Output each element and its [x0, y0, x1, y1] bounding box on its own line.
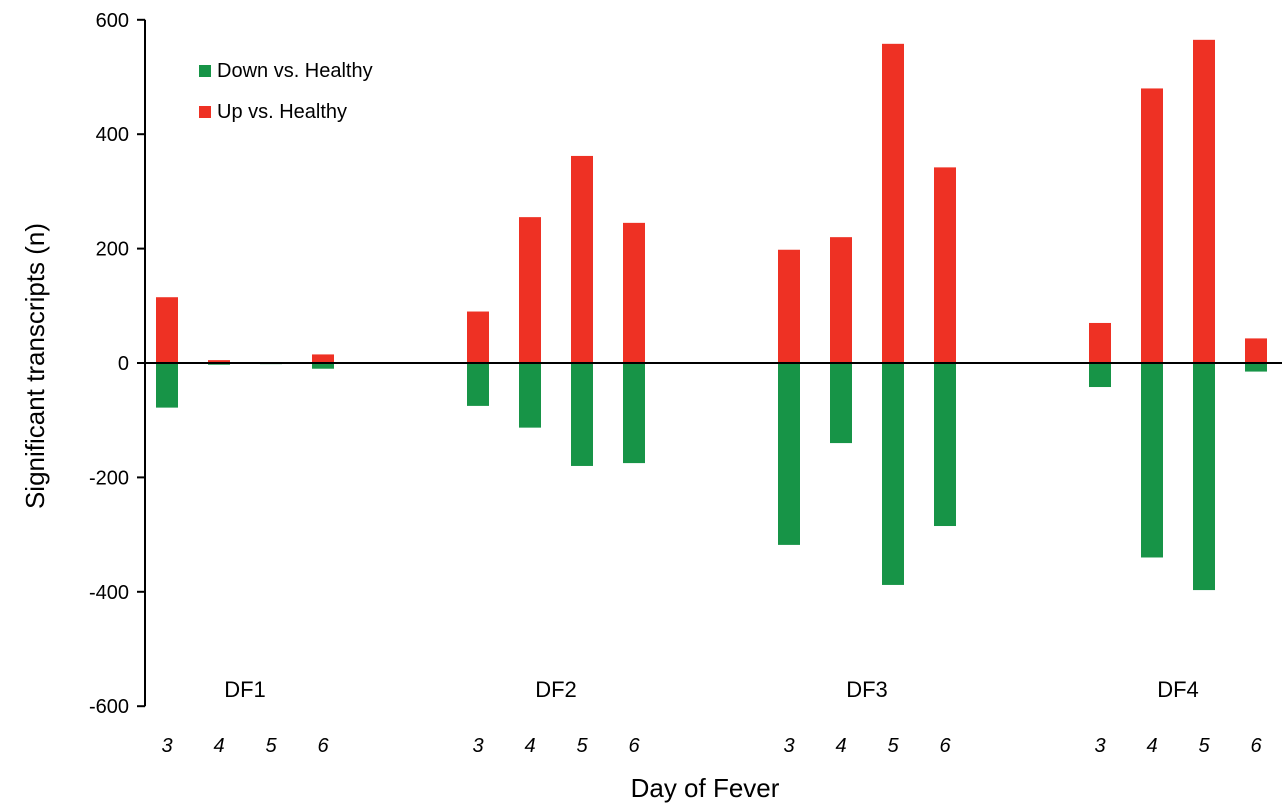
- bar-up-DF2-5: [571, 155, 593, 363]
- bar-up-DF4-4: [1141, 88, 1163, 363]
- bar-down-DF3-3: [778, 363, 800, 545]
- group-label: DF2: [535, 677, 577, 702]
- bar-up-DF2-3: [467, 311, 489, 363]
- legend-swatch: [199, 65, 211, 77]
- y-tick-label: 200: [96, 239, 129, 261]
- y-tick-label: -200: [89, 467, 129, 489]
- x-tick-label: 5: [887, 735, 899, 757]
- y-tick-label: 600: [96, 10, 129, 32]
- bar-up-DF3-3: [778, 249, 800, 363]
- x-tick-label: 4: [213, 735, 224, 757]
- bar-down-DF2-5: [571, 363, 593, 466]
- bar-up-DF1-6: [312, 354, 334, 363]
- bar-up-DF3-5: [882, 43, 904, 363]
- bar-down-DF4-6: [1245, 363, 1267, 372]
- bar-up-DF2-4: [519, 217, 541, 363]
- y-tick-label: -600: [89, 696, 129, 718]
- y-tick-label: 0: [118, 353, 129, 375]
- bar-down-DF3-6: [934, 363, 956, 527]
- legend-swatch: [199, 106, 211, 118]
- bar-up-DF4-5: [1193, 39, 1215, 363]
- x-tick-label: 6: [1250, 735, 1262, 757]
- x-tick-label: 5: [576, 735, 588, 757]
- x-tick-label: 4: [524, 735, 535, 757]
- y-tick-label: -400: [89, 582, 129, 604]
- bar-down-DF2-3: [467, 363, 489, 406]
- bar-up-DF1-3: [156, 297, 178, 363]
- x-tick-label: 6: [628, 735, 640, 757]
- legend: Down vs. Healthy Up vs. Healthy: [199, 60, 373, 123]
- x-tick-label: 5: [1198, 735, 1210, 757]
- bar-down-DF2-4: [519, 363, 541, 428]
- bar-down-DF4-3: [1089, 363, 1111, 388]
- x-tick-label: 4: [1146, 735, 1157, 757]
- bar-up-DF2-6: [623, 222, 645, 363]
- bar-up-DF1-4: [208, 360, 230, 363]
- bar-down-DF3-4: [830, 363, 852, 444]
- bar-up-DF3-4: [830, 237, 852, 363]
- x-tick-label: 5: [265, 735, 277, 757]
- x-tick-label: 4: [835, 735, 846, 757]
- x-axis-title: Day of Fever: [631, 773, 780, 803]
- group-label: DF1: [224, 677, 266, 702]
- bar-down-DF4-4: [1141, 363, 1163, 558]
- y-tick-label: 400: [96, 124, 129, 146]
- bar-up-DF4-3: [1089, 322, 1111, 363]
- bar-down-DF2-6: [623, 363, 645, 464]
- axes: 600 400 200 0 -200 -400 -600: [89, 10, 146, 718]
- labels: 3 4 5 6 DF1 3 4 5 6 DF2 3 4 5 6 DF3 3 4 5 6 DF4 Day of Fever…: [20, 223, 1262, 803]
- x-tick-label: 3: [161, 735, 172, 757]
- legend-label: Down vs. Healthy: [217, 60, 373, 82]
- group-label: DF3: [846, 677, 888, 702]
- bar-up-DF4-6: [1245, 338, 1267, 363]
- legend-label: Up vs. Healthy: [217, 101, 347, 123]
- x-tick-label: 6: [317, 735, 329, 757]
- x-tick-label: 3: [1094, 735, 1105, 757]
- bar-down-DF3-5: [882, 363, 904, 585]
- bar-up-DF3-6: [934, 167, 956, 363]
- x-tick-label: 3: [472, 735, 483, 757]
- y-axis-title: Significant transcripts (n): [20, 223, 50, 509]
- bar-down-DF4-5: [1193, 363, 1215, 591]
- x-tick-label: 3: [783, 735, 794, 757]
- group-label: DF4: [1157, 677, 1199, 702]
- bar-down-DF1-6: [312, 363, 334, 369]
- bar-down-DF1-3: [156, 363, 178, 408]
- x-tick-label: 6: [939, 735, 951, 757]
- bars: [156, 39, 1267, 591]
